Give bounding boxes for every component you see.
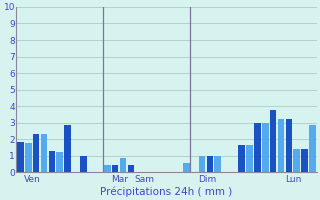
Text: Ven: Ven [24,175,41,184]
Bar [112,165,118,172]
Bar [80,156,87,172]
Bar [199,156,205,172]
Bar [301,149,308,172]
Bar [183,163,189,172]
Bar [206,156,213,172]
Bar [278,119,284,172]
Bar [128,165,134,172]
Bar [49,151,55,172]
Bar [120,158,126,172]
Bar [238,145,245,172]
Bar [33,134,39,172]
Bar [254,123,261,172]
Bar [309,125,316,172]
Bar [64,125,71,172]
Bar [25,143,32,172]
Text: Sam: Sam [135,175,155,184]
X-axis label: Précipitations 24h ( mm ): Précipitations 24h ( mm ) [100,186,233,197]
Bar [262,123,268,172]
Bar [214,156,221,172]
Text: Lun: Lun [285,175,301,184]
Text: Dim: Dim [198,175,216,184]
Bar [246,145,253,172]
Bar [270,110,276,172]
Bar [56,152,63,172]
Bar [285,119,292,172]
Bar [17,142,24,172]
Bar [41,134,47,172]
Bar [104,165,110,172]
Bar [293,149,300,172]
Text: Mar: Mar [111,175,128,184]
